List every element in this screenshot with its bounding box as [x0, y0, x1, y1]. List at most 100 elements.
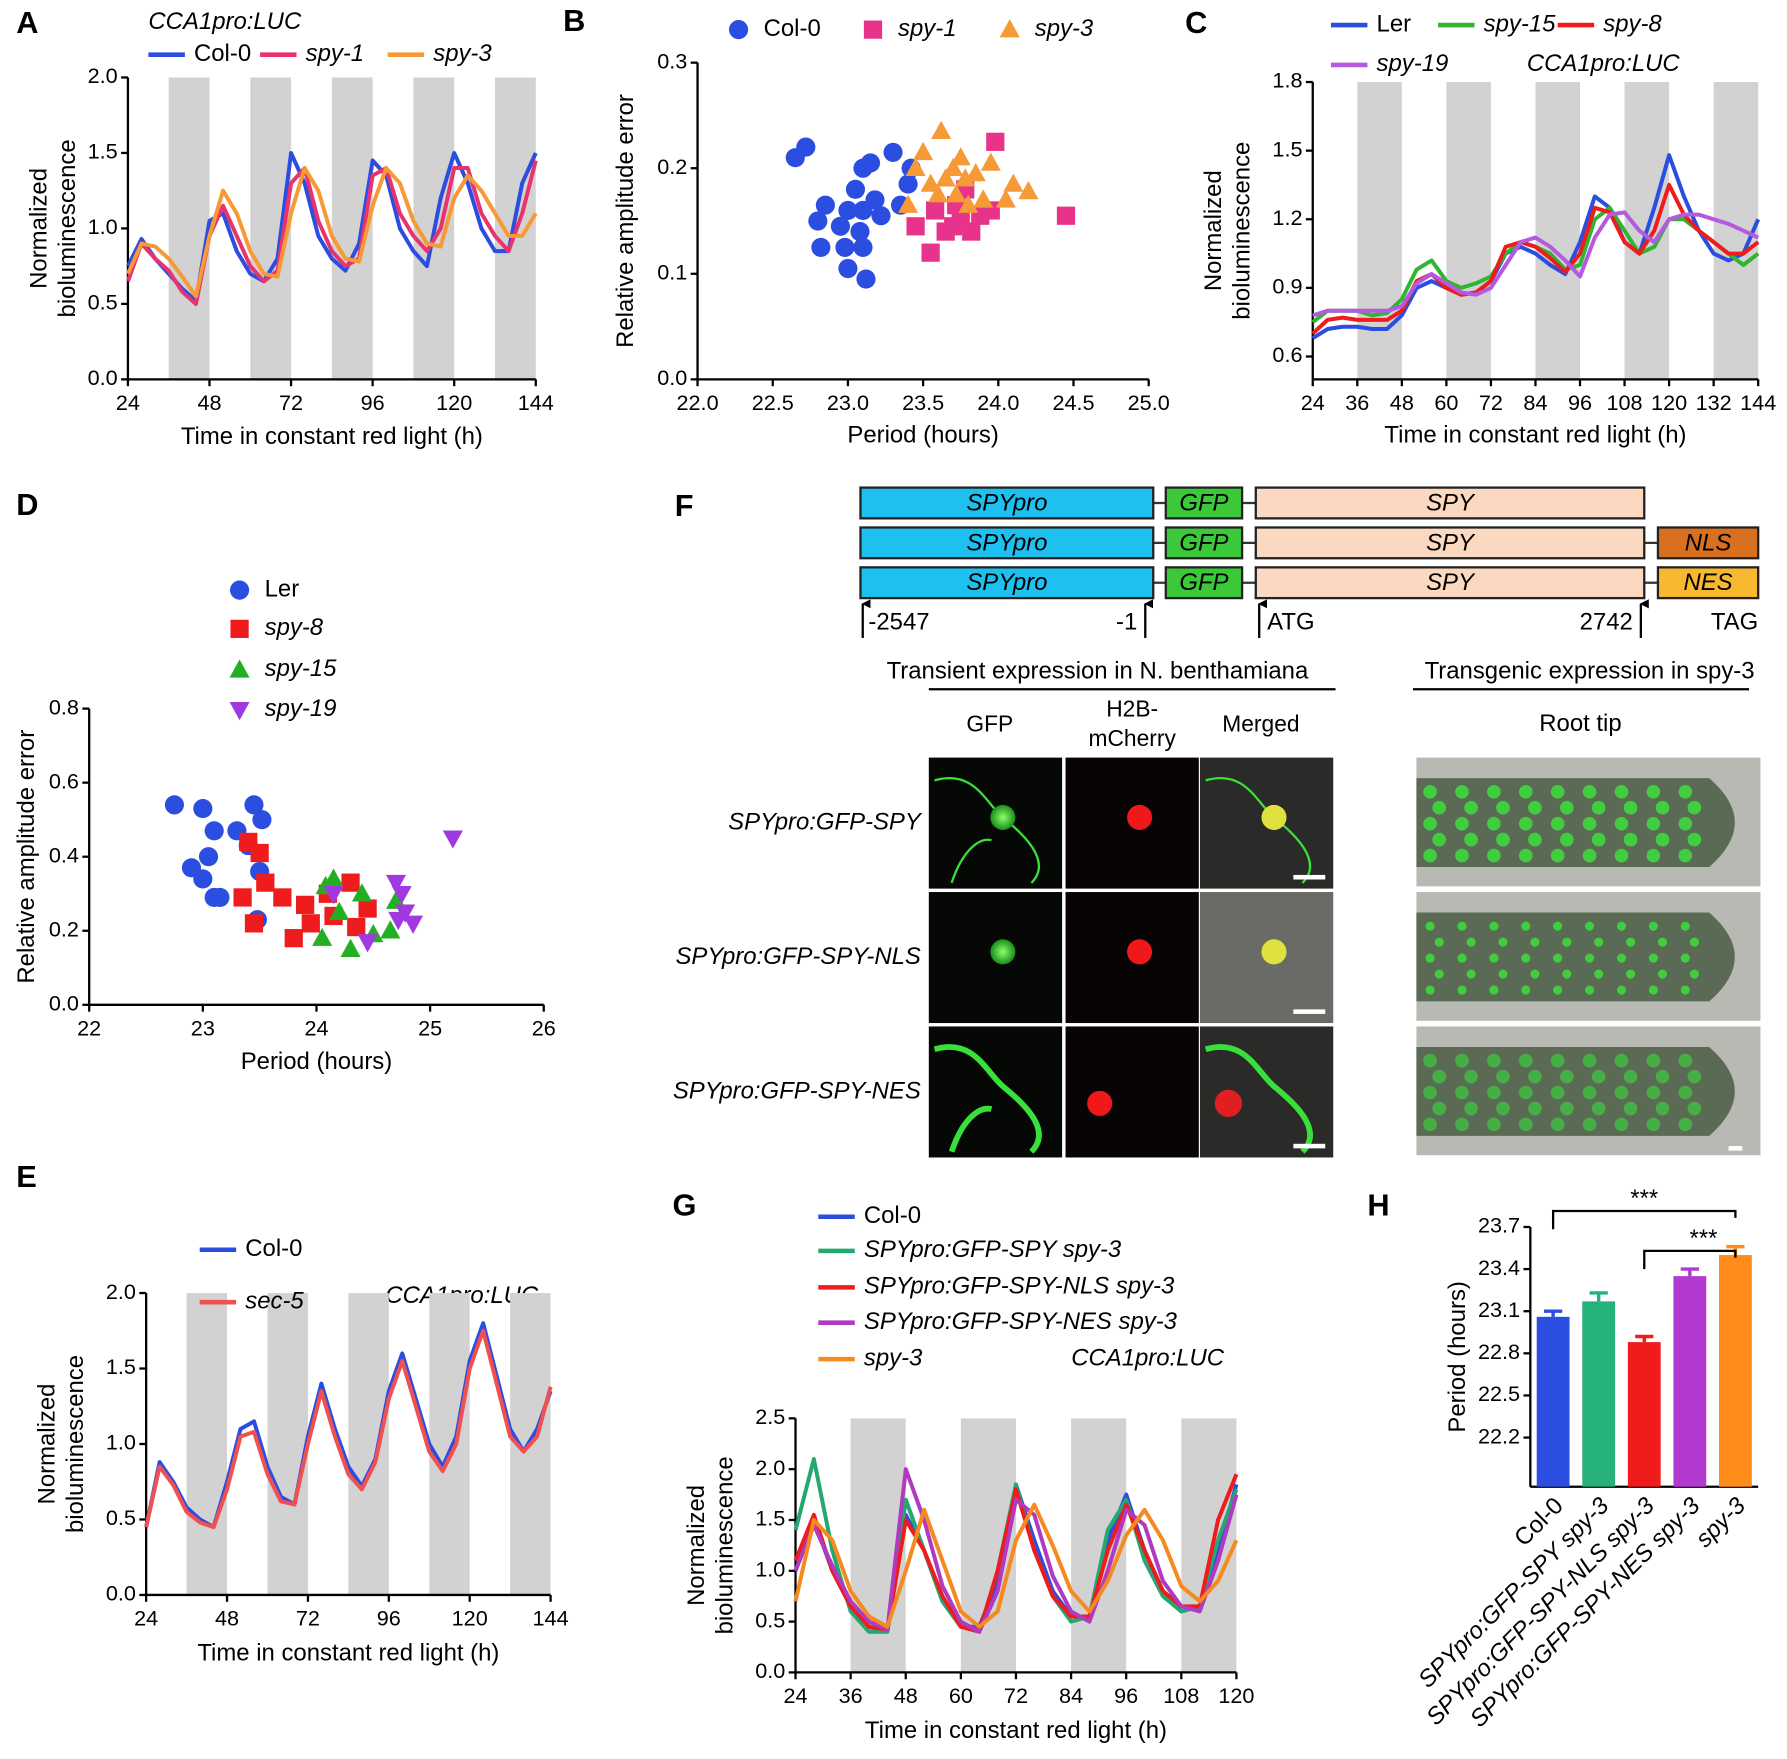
series-line [1311, 153, 1761, 340]
y-axis-label: bioluminescence [62, 1355, 89, 1533]
y-tick-label: 2.0 [106, 1279, 136, 1304]
construct-box [859, 566, 1155, 600]
bar [1536, 1316, 1570, 1487]
x-tick-label: 24.0 [977, 390, 1019, 415]
legend-swatch [230, 580, 250, 600]
error-bar [1544, 1309, 1563, 1317]
position-label: -2547 [868, 608, 929, 635]
x-tick-label: 72 [1004, 1683, 1028, 1708]
construct-box [1164, 526, 1244, 560]
y-tick-label: 0.0 [657, 365, 687, 390]
y-tick-label: 0.5 [88, 290, 118, 315]
root-cell [1626, 937, 1636, 947]
legend-swatch [229, 659, 250, 678]
x-tick-label: 84 [1059, 1683, 1083, 1708]
point [965, 163, 986, 182]
root-cell [1614, 1117, 1629, 1132]
root-cell [1530, 937, 1540, 947]
root-cell [1466, 937, 1476, 947]
legend-label: Col-0 [864, 1202, 921, 1229]
root-cell [1423, 1053, 1437, 1068]
point [391, 885, 412, 905]
legend-label: spy-8 [1603, 10, 1662, 37]
root-cell [1423, 784, 1437, 799]
root-cell [1423, 848, 1437, 863]
significance-bracket [1551, 1209, 1737, 1230]
root-cell [1464, 1069, 1478, 1084]
column-title: Root tip [1539, 710, 1621, 737]
series-line [126, 160, 538, 306]
x-tick-label: 36 [1345, 390, 1369, 415]
y-tick-label: 1.0 [106, 1430, 136, 1455]
point [883, 142, 903, 162]
root-cell [1614, 848, 1629, 863]
construct-label: SPY [1426, 489, 1476, 516]
error-bar [1635, 1334, 1654, 1343]
root-cell [1648, 953, 1658, 963]
series-line [144, 1328, 553, 1530]
annotation: CCA1pro:LUC [1527, 50, 1681, 77]
root-cell [1550, 1085, 1565, 1100]
root-cell [1434, 937, 1444, 947]
construct-label: NES [1683, 569, 1732, 596]
root-cell [1626, 969, 1636, 979]
root-cell [1591, 1101, 1606, 1116]
point [273, 888, 292, 907]
x-tick-label: 25 [418, 1016, 442, 1041]
column-title-text: H2B-mCherry [1088, 697, 1176, 752]
point [973, 189, 994, 208]
root-cell [1496, 800, 1510, 815]
root-cell [1518, 784, 1533, 799]
y-tick-label: 0.2 [49, 916, 79, 941]
x-tick-label: 48 [215, 1606, 239, 1631]
legend-label: spy-15 [265, 655, 337, 682]
construct-label: GFP [1179, 569, 1228, 596]
point [926, 201, 945, 220]
root-cell [1432, 1069, 1447, 1084]
scale-bar [1293, 1143, 1326, 1149]
point [935, 168, 956, 187]
y-tick-label: 2.5 [755, 1404, 785, 1429]
position-label: TAG [1711, 608, 1758, 635]
y-tick-label: 0.3 [657, 48, 687, 73]
legend-label: SPYpro:GFP-SPY spy-3 [864, 1236, 1122, 1263]
x-tick-label: 22 [77, 1016, 101, 1041]
night-band [267, 1293, 308, 1595]
x-tick-label: 60 [1434, 390, 1458, 415]
construct-label: NLS [1685, 529, 1732, 556]
point [244, 795, 264, 815]
root-cell [1559, 800, 1574, 815]
root-cell [1425, 953, 1435, 963]
scale-bar [1293, 1009, 1326, 1014]
root-cell [1518, 1085, 1533, 1100]
panel-letter: D [16, 487, 38, 522]
y-axis-label: Period (hours) [1444, 1281, 1471, 1432]
x-axis-label: Time in constant red light (h) [865, 1717, 1167, 1744]
point [284, 929, 303, 948]
y-axis-label: Relative amplitude error [13, 730, 40, 984]
legend-label: spy-8 [265, 614, 324, 641]
root-cell [1489, 985, 1499, 995]
point [329, 901, 350, 921]
x-tick-label: 84 [1523, 390, 1547, 415]
bar [1582, 1301, 1616, 1487]
construct-box [1656, 526, 1760, 560]
y-axis-label: Normalized [33, 1384, 60, 1505]
root-cell [1585, 985, 1595, 995]
root-cell [1457, 953, 1467, 963]
point [905, 157, 926, 176]
root-cell [1616, 921, 1627, 931]
night-band [186, 1293, 228, 1595]
root-cell [1521, 953, 1531, 963]
cell-outline [1204, 1044, 1313, 1154]
root-cell [1591, 832, 1606, 847]
root-cell [1614, 1085, 1629, 1100]
root-cell [1646, 1117, 1661, 1132]
x-tick-label: 144 [1740, 390, 1776, 415]
root-cell [1646, 1085, 1661, 1100]
section-title: Transient expression in N. benthamiana [887, 657, 1309, 684]
construct-box [1656, 566, 1760, 600]
root-cell [1455, 1053, 1469, 1068]
root [1416, 1046, 1735, 1136]
